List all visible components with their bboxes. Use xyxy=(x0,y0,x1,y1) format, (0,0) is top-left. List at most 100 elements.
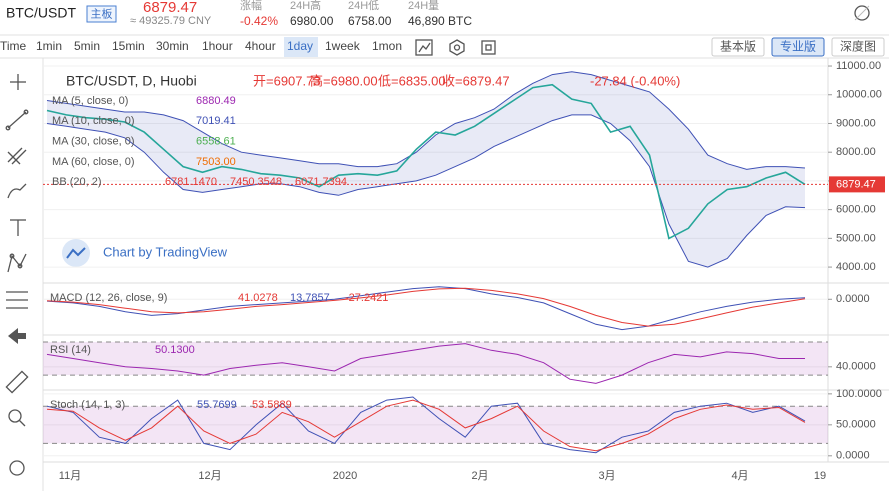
stat-label: 涨幅 xyxy=(240,0,262,12)
interval-button[interactable]: Time xyxy=(0,39,27,53)
stat-value: 46,890 BTC xyxy=(408,14,472,28)
y-tick-label: 50.0000 xyxy=(836,419,876,431)
x-tick-label: 12月 xyxy=(198,470,221,482)
indicator-name: Stoch (14, 1, 3) xyxy=(50,399,125,411)
y-tick-label: 6000.00 xyxy=(836,204,876,216)
indicator-value: 41.0278 xyxy=(238,292,278,304)
crosshair-tool[interactable] xyxy=(10,74,26,90)
cny: ≈ 49325.79 CNY xyxy=(130,15,212,27)
band-fill xyxy=(43,406,828,444)
interval-button[interactable]: 1min xyxy=(36,39,62,53)
view-button-bg xyxy=(771,37,825,57)
interval-button[interactable]: 30min xyxy=(156,39,189,53)
series-line xyxy=(46,286,806,331)
last-price-box xyxy=(829,176,885,193)
indicator-name: BB (20, 2) xyxy=(52,176,102,188)
indicator-value: 50.1300 xyxy=(155,344,195,356)
view-button[interactable]: 深度图 xyxy=(840,39,876,54)
brush-tool[interactable] xyxy=(7,183,27,199)
chart-type-icon[interactable] xyxy=(415,39,433,56)
indicator-name: MACD (12, 26, close, 9) xyxy=(50,292,167,304)
x-tick-label: 2020 xyxy=(333,470,357,482)
favorite-icon[interactable] xyxy=(854,5,870,21)
text-tool[interactable] xyxy=(10,219,26,236)
trendline-tool[interactable] xyxy=(5,109,29,131)
interval-button[interactable]: 4hour xyxy=(245,39,276,53)
settings-icon[interactable] xyxy=(449,39,465,56)
ohlc-value: 高=6980.00 xyxy=(310,73,378,88)
indicator-value: 7019.41 xyxy=(196,115,236,127)
series-line xyxy=(46,343,805,384)
indicator-value: -27.2421 xyxy=(345,292,388,304)
y-tick-label: 11000.00 xyxy=(836,60,881,72)
band-fill xyxy=(43,341,828,376)
indicator-name: MA (30, close, 0) xyxy=(52,136,135,148)
pattern-tool[interactable] xyxy=(7,253,27,273)
lock-tool[interactable] xyxy=(9,460,25,476)
indicator-value: 7450.3548 xyxy=(230,176,282,188)
interval-button[interactable]: 5min xyxy=(74,39,100,53)
y-tick-label: 10000.00 xyxy=(836,89,882,101)
x-tick-label: 4月 xyxy=(731,470,748,482)
fullscreen-icon[interactable] xyxy=(481,40,496,55)
view-button-bg xyxy=(711,37,765,57)
x-tick-label: 19 xyxy=(814,470,826,482)
tv-logo xyxy=(62,239,90,267)
ohlc-value: 开=6907.73 xyxy=(253,73,321,88)
band-lower xyxy=(46,114,806,268)
indicator-value: 6880.49 xyxy=(196,95,236,107)
y-tick-label: 4000.00 xyxy=(836,261,876,273)
indicator-name: MA (60, close, 0) xyxy=(52,156,135,168)
y-tick-label: 40.0000 xyxy=(836,361,876,373)
y-tick-label: 9000.00 xyxy=(836,117,876,129)
band-upper xyxy=(46,71,806,170)
view-button[interactable]: 专业版 xyxy=(780,39,816,54)
y-tick-label: 0.0000 xyxy=(836,450,870,462)
indicator-value: 13.7857 xyxy=(290,292,330,304)
indicator-name: MA (10, close, 0) xyxy=(52,115,135,127)
ohlc-value: 低=6835.00 xyxy=(378,73,446,88)
indicator-value: 55.7699 xyxy=(197,399,237,411)
stat-label: 24H低 xyxy=(348,0,379,12)
watermark: Chart by TradingView xyxy=(103,244,228,259)
view-button[interactable]: 基本版 xyxy=(720,40,756,54)
indicator-value: 7503.00 xyxy=(196,156,236,168)
ohlc-value: -27.84 (-0.40%) xyxy=(590,73,680,88)
stat-label: 24H高 xyxy=(290,0,321,12)
stat-value: 6758.00 xyxy=(348,14,392,28)
indicator-value: 6558.61 xyxy=(196,136,236,148)
last-price-label: 6879.47 xyxy=(836,178,876,190)
series-line xyxy=(46,287,806,327)
symbol: BTC/USDT xyxy=(6,5,76,21)
x-tick-label: 2月 xyxy=(471,470,488,482)
indicator-value: 6071.7394 xyxy=(295,176,347,188)
interval-button[interactable]: 15min xyxy=(112,39,145,53)
interval-button[interactable]: 1hour xyxy=(202,39,233,53)
fib-tool[interactable] xyxy=(7,147,27,165)
interval-button[interactable]: 1week xyxy=(325,39,361,53)
back-tool[interactable] xyxy=(8,328,26,344)
band-fill xyxy=(47,71,805,268)
y-tick-label: 5000.00 xyxy=(836,232,876,244)
interval-active-bg xyxy=(284,37,318,57)
interval-button[interactable]: 1mon xyxy=(372,39,402,53)
measure-tool[interactable] xyxy=(6,291,28,309)
x-tick-label: 11月 xyxy=(59,470,81,482)
chart-title: BTC/USDT, D, Huobi xyxy=(66,73,197,89)
zoom-tool[interactable] xyxy=(8,409,26,427)
series-line xyxy=(46,399,806,452)
interval-button[interactable]: 1day xyxy=(287,39,313,53)
stat-value: -0.42% xyxy=(240,14,278,28)
y-tick-label: 0.0000 xyxy=(836,293,870,305)
stat-label: 24H量 xyxy=(408,0,439,12)
y-tick-label: 100.0000 xyxy=(836,388,882,400)
ruler-tool[interactable] xyxy=(5,370,29,394)
series-line xyxy=(46,83,806,240)
indicator-value: 6781.1470 xyxy=(165,176,217,188)
board: 主板 xyxy=(91,6,113,20)
x-tick-label: 3月 xyxy=(598,470,615,482)
y-tick-label: 8000.00 xyxy=(836,146,876,158)
board-tag xyxy=(86,5,117,23)
